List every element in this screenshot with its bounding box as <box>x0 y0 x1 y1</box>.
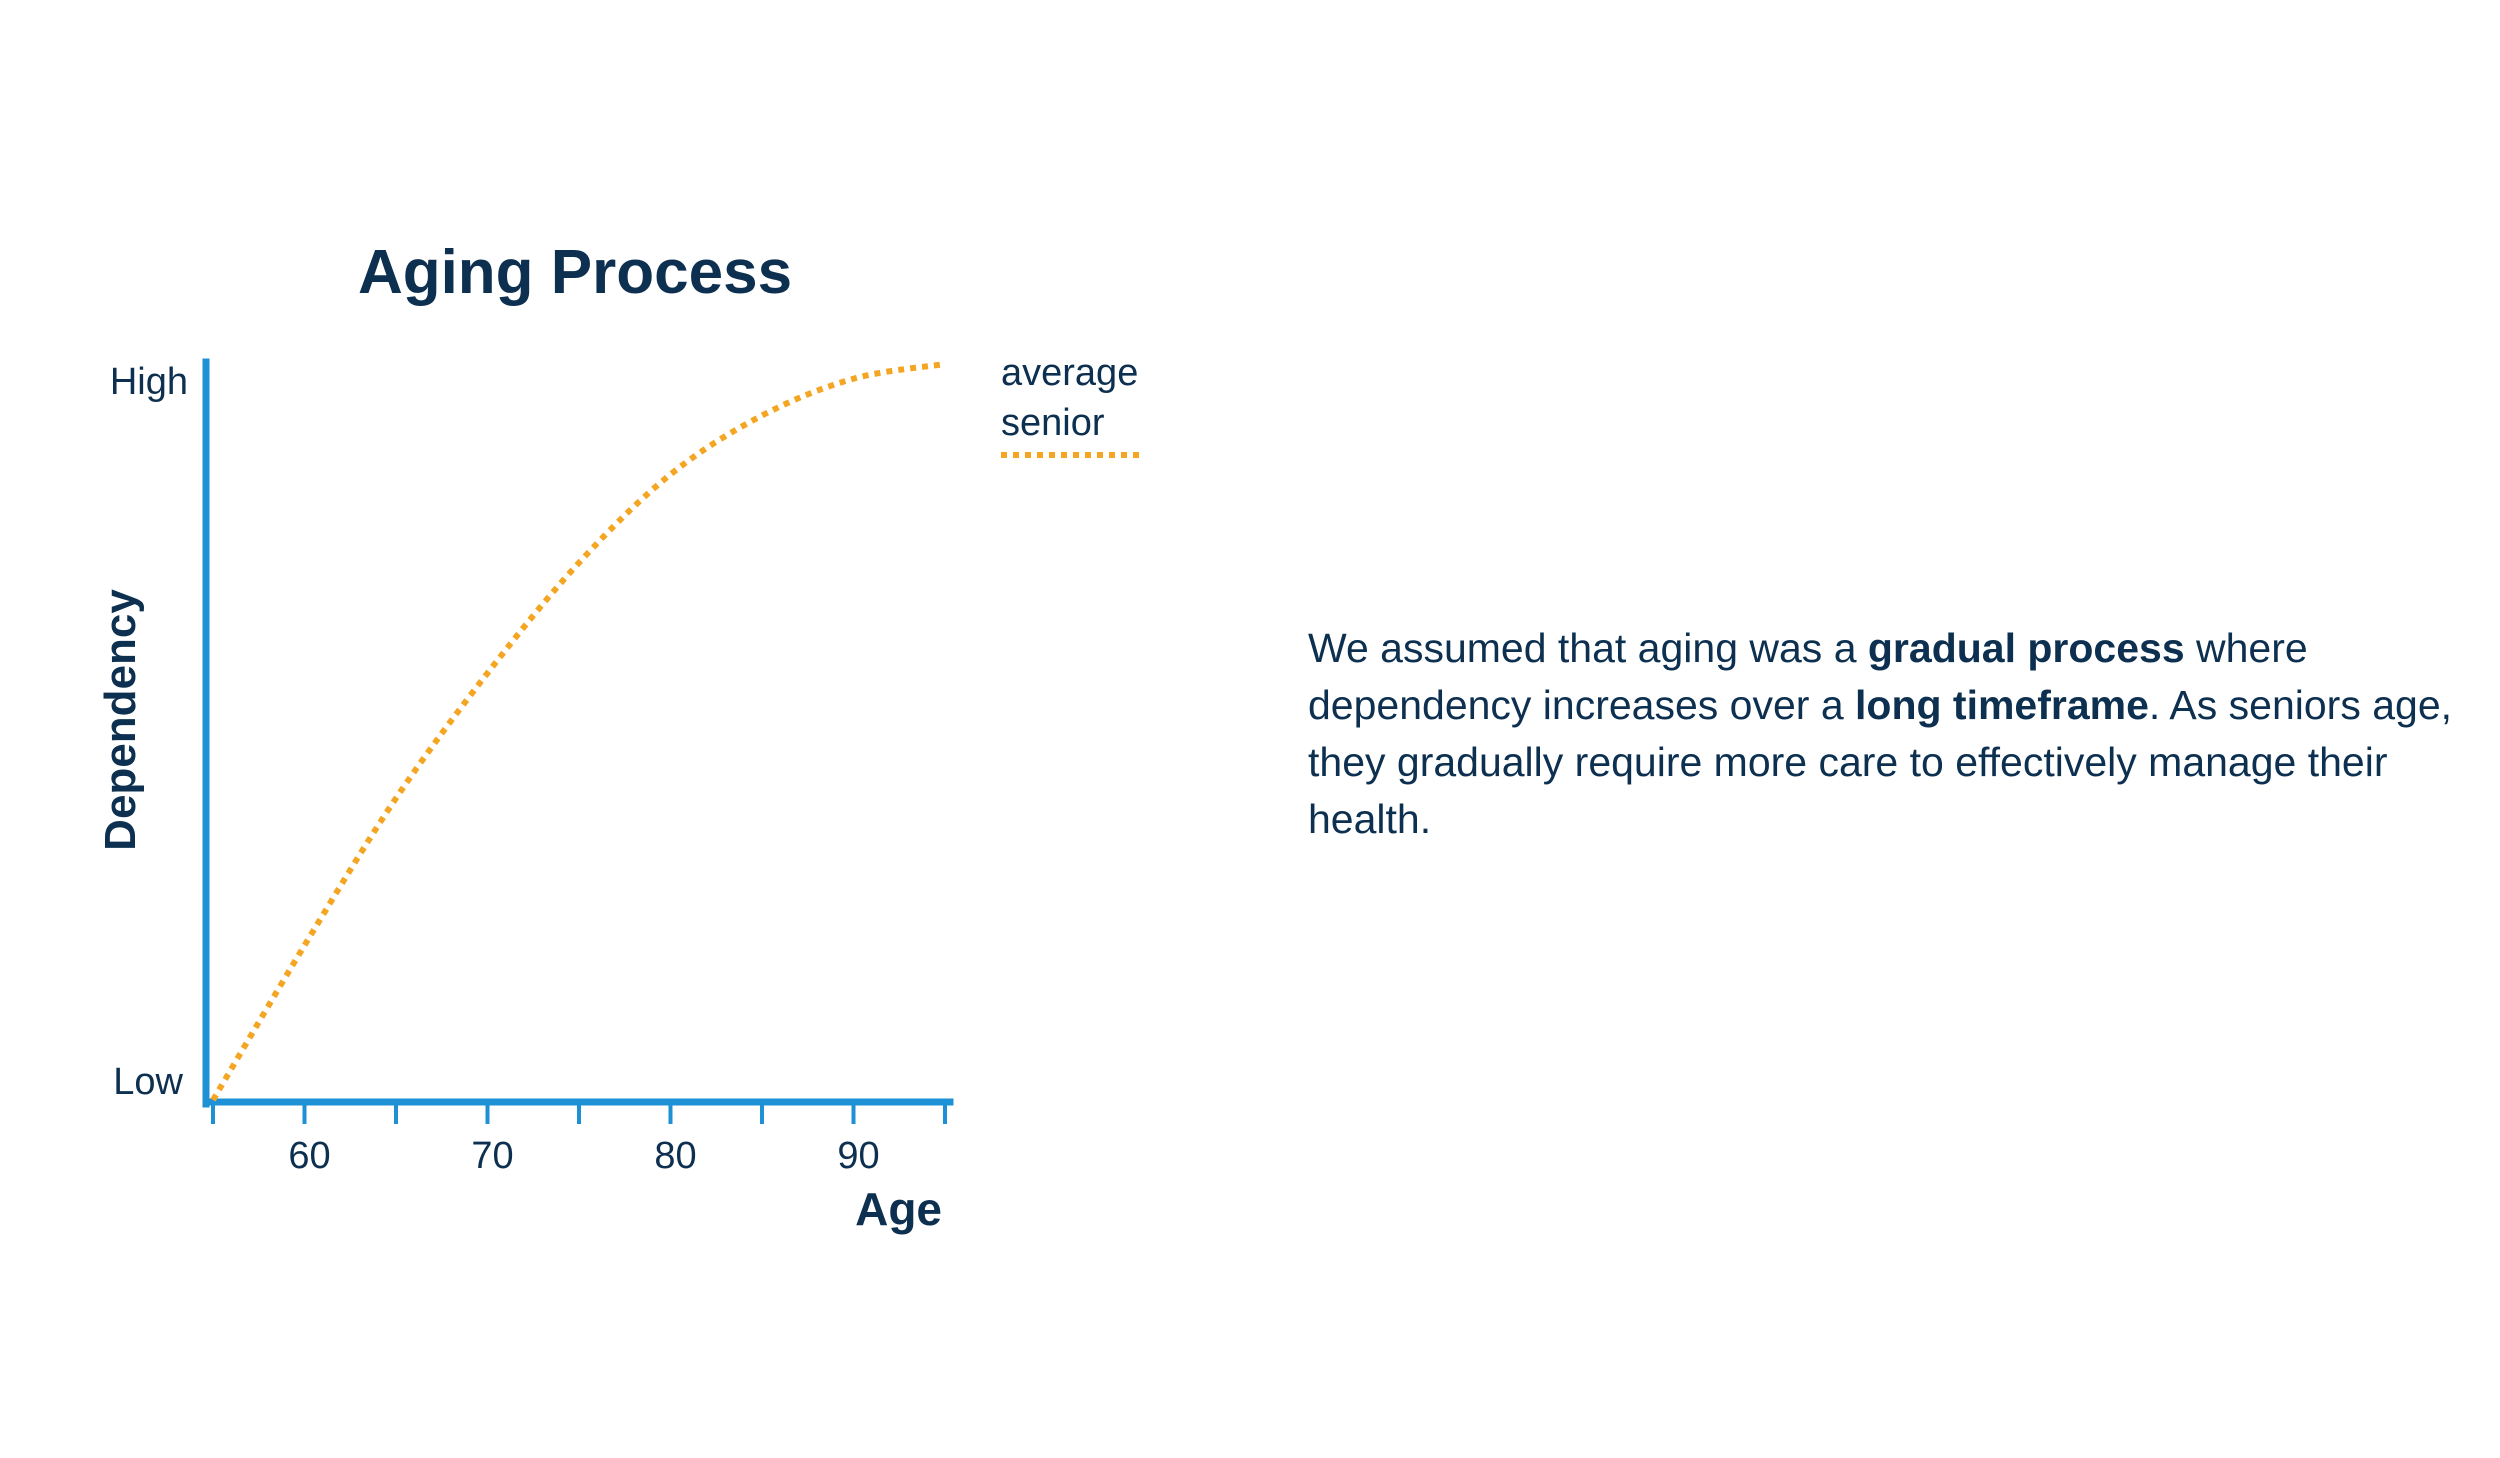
description-text: We assumed that aging was a gradual proc… <box>1308 620 2458 848</box>
x-ticks: 60 70 80 90 <box>211 1102 947 1177</box>
x-tick-label: 80 <box>654 1135 696 1177</box>
legend-label-line1: average <box>1001 352 1138 394</box>
x-tick-label: 70 <box>471 1135 513 1177</box>
description-part1: We assumed that aging was a <box>1308 625 1868 671</box>
x-tick-label: 90 <box>837 1135 879 1177</box>
chart-title: Aging Process <box>358 238 792 307</box>
description-bold-long-timeframe: long timeframe <box>1855 682 2149 728</box>
x-tick-label: 60 <box>288 1135 330 1177</box>
y-tick-label-low: Low <box>113 1061 183 1103</box>
description-bold-gradual-process: gradual process <box>1867 625 2185 671</box>
description-part3: . As seniors age, they gradually require… <box>1308 682 2453 842</box>
description-part2: where dependency increases over a <box>1308 625 2308 728</box>
y-axis-label: Dependency <box>96 589 145 851</box>
chart: Aging Process Dependency High Low 60 70 80… <box>96 238 1140 1235</box>
x-axis-label: Age <box>855 1183 942 1235</box>
series-line-average-senior <box>210 361 946 1102</box>
y-tick-label-high: High <box>110 361 188 403</box>
legend-label-line2: senior <box>1001 402 1105 444</box>
